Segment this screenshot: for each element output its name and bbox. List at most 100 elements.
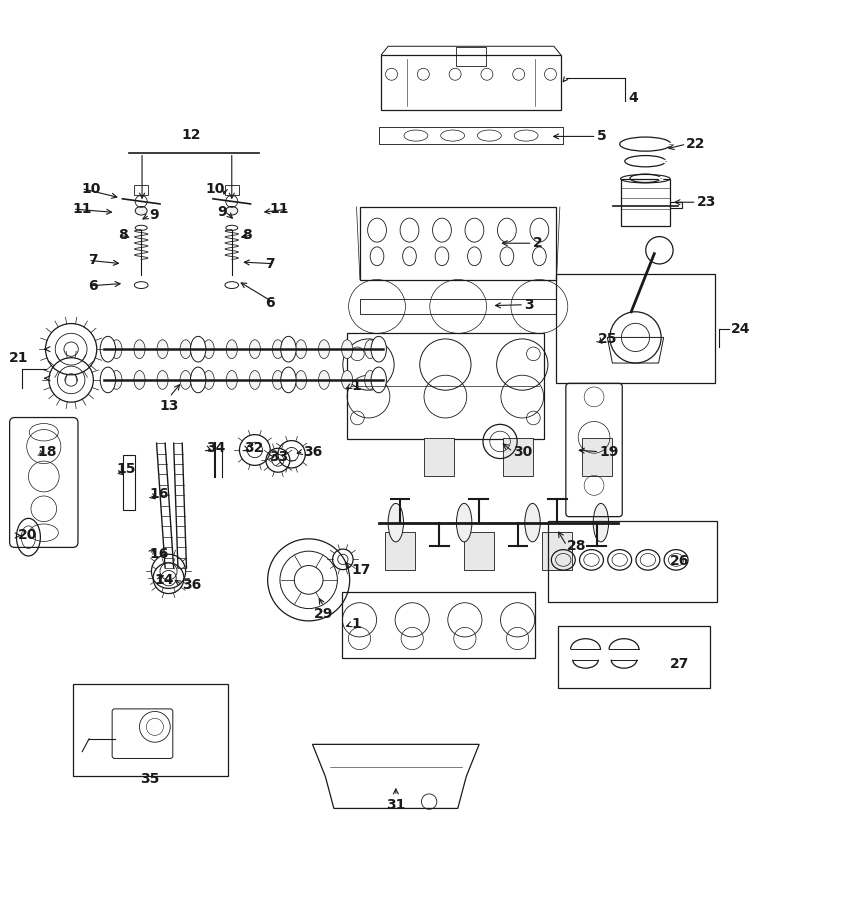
Ellipse shape <box>388 503 403 542</box>
Text: 4: 4 <box>629 91 638 105</box>
Bar <box>456 47 487 66</box>
Text: 1: 1 <box>352 379 361 393</box>
Ellipse shape <box>365 371 376 390</box>
Ellipse shape <box>341 340 353 358</box>
Ellipse shape <box>273 340 284 358</box>
Ellipse shape <box>365 340 376 358</box>
Text: 2: 2 <box>532 236 543 250</box>
Text: 16: 16 <box>150 488 169 501</box>
Text: 36: 36 <box>304 445 322 459</box>
Bar <box>123 454 135 510</box>
Bar <box>548 521 717 602</box>
Bar <box>556 274 715 383</box>
Ellipse shape <box>180 340 191 358</box>
Ellipse shape <box>203 371 214 390</box>
Bar <box>360 207 556 280</box>
Text: 9: 9 <box>217 205 227 220</box>
Text: 26: 26 <box>670 554 689 568</box>
Ellipse shape <box>100 367 115 392</box>
Ellipse shape <box>100 337 115 362</box>
Ellipse shape <box>157 371 168 390</box>
Bar <box>558 626 710 688</box>
Ellipse shape <box>190 337 206 362</box>
Bar <box>347 332 544 439</box>
Text: 13: 13 <box>160 399 179 412</box>
Text: 20: 20 <box>18 528 38 543</box>
Text: 11: 11 <box>269 202 289 216</box>
Ellipse shape <box>135 206 147 215</box>
Ellipse shape <box>318 371 329 390</box>
Ellipse shape <box>249 340 261 358</box>
Ellipse shape <box>457 503 472 542</box>
Text: 25: 25 <box>598 332 617 346</box>
Text: 6: 6 <box>89 279 98 292</box>
Bar <box>621 179 670 226</box>
Text: 3: 3 <box>524 298 533 311</box>
Bar <box>134 185 148 195</box>
Text: 34: 34 <box>206 441 225 455</box>
Text: 19: 19 <box>599 445 618 459</box>
Text: 6: 6 <box>265 296 274 310</box>
Text: 7: 7 <box>89 253 98 267</box>
Text: 22: 22 <box>686 137 706 151</box>
Text: 1: 1 <box>352 617 361 631</box>
Ellipse shape <box>111 371 122 390</box>
Bar <box>360 299 556 314</box>
Ellipse shape <box>134 371 145 390</box>
Text: 31: 31 <box>386 797 406 812</box>
Text: 30: 30 <box>513 445 532 459</box>
Text: 23: 23 <box>697 195 716 209</box>
Text: 14: 14 <box>155 573 175 587</box>
Text: 21: 21 <box>9 351 28 364</box>
Text: 18: 18 <box>37 445 57 459</box>
Bar <box>381 55 561 111</box>
Text: 35: 35 <box>140 772 159 786</box>
Bar <box>543 532 573 570</box>
Text: 7: 7 <box>265 256 274 271</box>
Ellipse shape <box>280 367 296 392</box>
Bar <box>424 438 454 475</box>
Text: 12: 12 <box>181 129 200 142</box>
Ellipse shape <box>341 371 353 390</box>
Bar <box>379 127 562 144</box>
Text: 33: 33 <box>269 450 289 464</box>
Text: 16: 16 <box>150 547 169 562</box>
Text: 5: 5 <box>597 130 606 143</box>
Text: 8: 8 <box>243 228 252 242</box>
Text: 27: 27 <box>670 657 689 670</box>
Text: 28: 28 <box>567 539 587 553</box>
Bar <box>581 438 611 475</box>
Ellipse shape <box>190 367 206 392</box>
Text: 10: 10 <box>82 182 101 195</box>
Ellipse shape <box>134 340 145 358</box>
Text: 9: 9 <box>150 208 159 222</box>
Bar <box>464 532 494 570</box>
Ellipse shape <box>371 337 386 362</box>
Text: 32: 32 <box>243 441 263 455</box>
Ellipse shape <box>203 340 214 358</box>
Ellipse shape <box>226 371 237 390</box>
Text: 29: 29 <box>314 608 333 621</box>
Bar <box>342 592 535 659</box>
Text: 10: 10 <box>206 182 225 195</box>
Ellipse shape <box>280 337 296 362</box>
Bar <box>225 185 238 195</box>
Bar <box>670 202 683 208</box>
Ellipse shape <box>249 371 261 390</box>
Ellipse shape <box>371 367 386 392</box>
Ellipse shape <box>593 503 609 542</box>
Ellipse shape <box>273 371 284 390</box>
Ellipse shape <box>525 503 540 542</box>
Text: 15: 15 <box>116 462 136 476</box>
Text: 17: 17 <box>352 562 371 577</box>
Ellipse shape <box>318 340 329 358</box>
Ellipse shape <box>226 206 237 215</box>
Bar <box>385 532 415 570</box>
Ellipse shape <box>157 340 168 358</box>
Ellipse shape <box>111 340 122 358</box>
Bar <box>73 684 229 777</box>
Ellipse shape <box>296 371 306 390</box>
Ellipse shape <box>226 340 237 358</box>
Ellipse shape <box>296 340 306 358</box>
Text: 24: 24 <box>731 321 750 336</box>
